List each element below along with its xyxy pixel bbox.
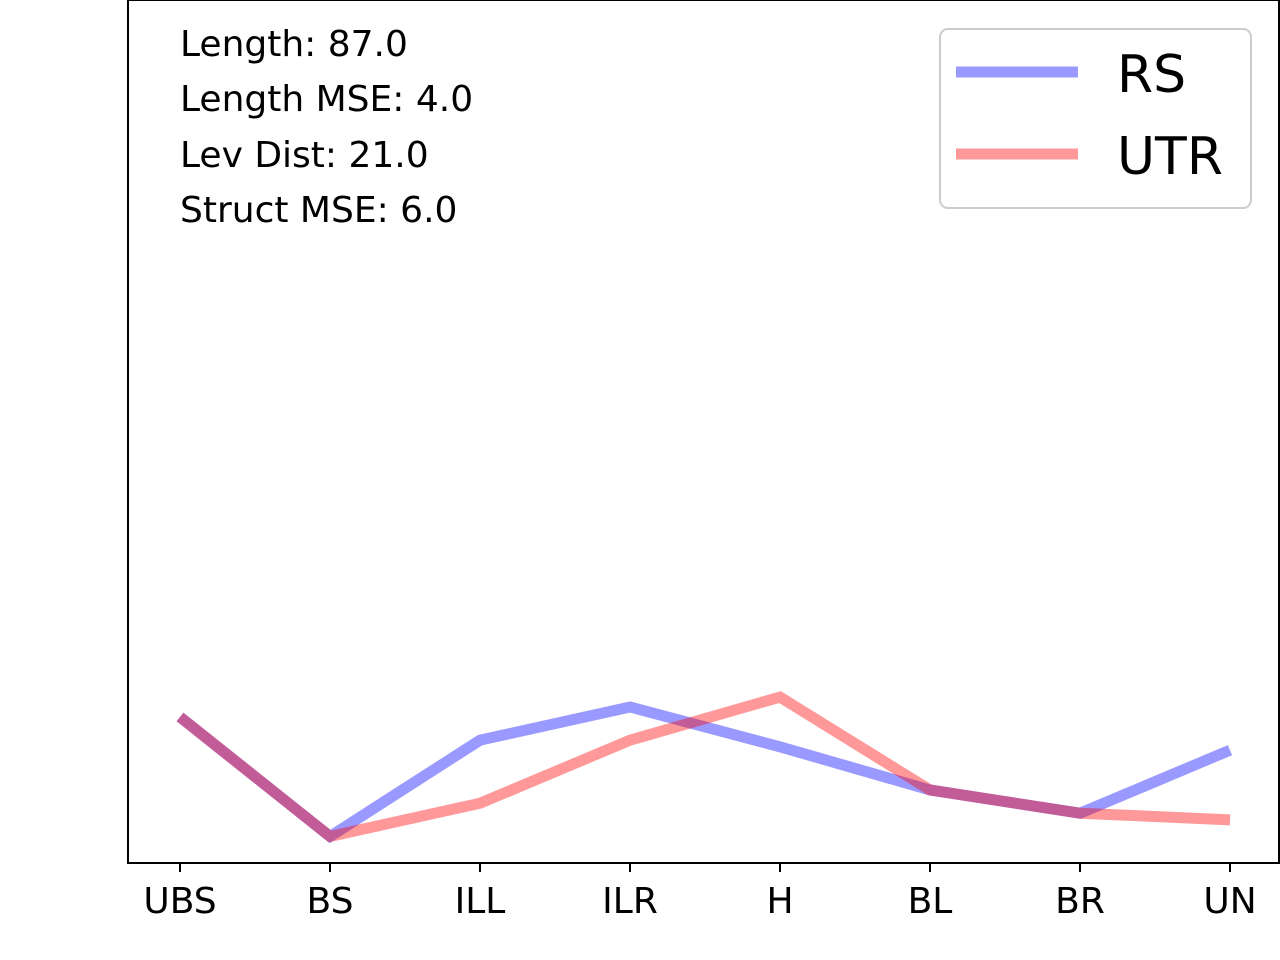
series-line-utr <box>176 691 1231 843</box>
annotation-struct-mse: Struct MSE: 6.0 <box>180 190 457 231</box>
annotation-length: Length: 87.0 <box>180 24 408 65</box>
x-tick-label-un: UN <box>1203 881 1256 922</box>
legend-box <box>939 28 1252 209</box>
annotation-lev-dist: Lev Dist: 21.0 <box>180 135 429 176</box>
x-tick-label-ubs: UBS <box>143 881 216 922</box>
x-axis: UBS BS ILL ILR H BL BR UN <box>143 863 1257 922</box>
series-layer <box>176 691 1233 844</box>
series-line-rs <box>176 701 1233 844</box>
x-tick-label-br: BR <box>1055 881 1105 922</box>
legend: RS UTR <box>939 28 1252 209</box>
x-tick-label-ilr: ILR <box>602 881 658 922</box>
legend-label-utr: UTR <box>1117 127 1223 187</box>
plot-frame <box>127 0 1280 864</box>
x-tick-label-bl: BL <box>908 881 953 922</box>
annotation-block: Length: 87.0 Length MSE: 4.0 Lev Dist: 2… <box>180 24 473 231</box>
x-tick-label-h: H <box>766 881 793 922</box>
annotation-length-mse: Length MSE: 4.0 <box>180 79 473 120</box>
x-tick-label-ill: ILL <box>455 881 506 922</box>
legend-label-rs: RS <box>1117 45 1186 105</box>
x-tick-label-bs: BS <box>307 881 354 922</box>
